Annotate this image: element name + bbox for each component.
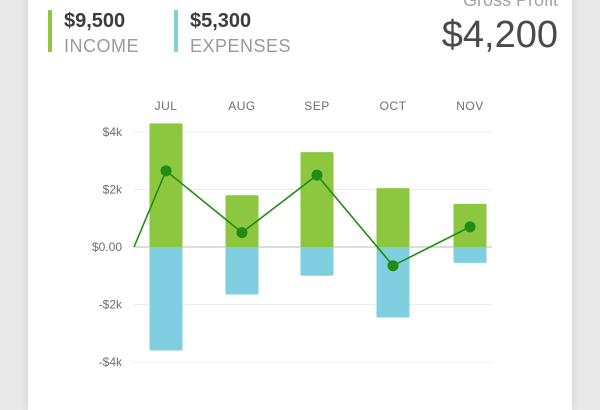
gross-profit-amount: $4,200 [441,14,558,56]
income-label: INCOME [64,36,139,56]
income-bar [376,188,410,247]
x-tick-label: JUL [155,99,178,113]
profit-point [387,260,399,272]
x-tick-label: NOV [456,99,484,113]
income-bar [225,195,259,247]
profit-point [160,165,172,177]
income-bar [300,152,334,247]
x-tick-label: SEP [304,99,330,113]
profit-point [311,169,323,181]
income-color-bar [48,10,52,52]
expense-bar [453,247,487,263]
profit-line [133,169,471,267]
expense-bar [300,247,334,276]
y-tick-label: $2k [103,183,123,197]
y-tick-label: -$2k [99,298,123,312]
y-tick-label: -$4k [99,355,123,369]
x-tick-label: OCT [380,99,407,113]
expense-bar [376,247,410,318]
y-tick-label: $4k [103,125,123,139]
x-tick-label: AUG [228,99,256,113]
profit-point [464,221,476,233]
profit-point [236,227,248,239]
expenses-amount: $5,300 [190,10,252,32]
expenses-label: EXPENSES [190,36,292,56]
expense-bar [225,247,259,295]
income-expenses-chart: $4k $2k $0.00 -$2k -$4k JUL AUG SEP OCT NOV [92,99,492,369]
y-tick-label: $0.00 [92,240,122,254]
gross-profit-label: Gross Profit [462,0,558,10]
expenses-color-bar [174,10,178,52]
income-amount: $9,500 [64,10,126,32]
income-bar [149,123,183,247]
expense-bar [149,247,183,351]
